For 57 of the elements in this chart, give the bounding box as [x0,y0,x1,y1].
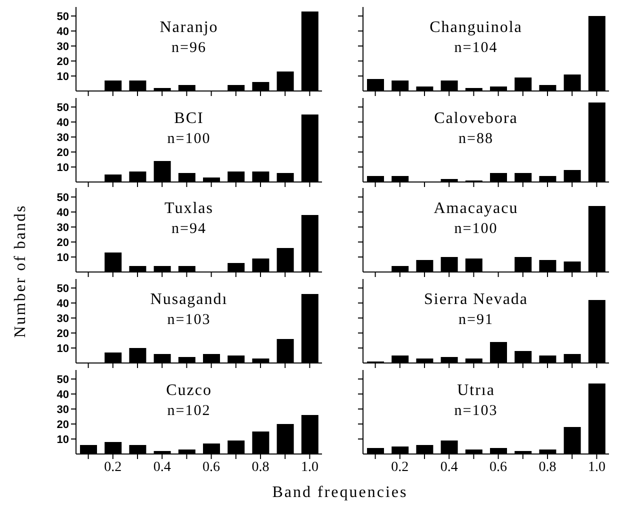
x-tick-label: 0.8 [252,460,270,475]
y-tick-label: 30 [56,132,69,144]
y-tick-label: 30 [56,40,69,53]
y-tick-label: 40 [56,207,69,220]
x-tick-label: 0.8 [538,460,556,475]
y-tick-label: 40 [56,298,69,310]
text: n=91 [458,312,494,330]
y-tick-label: 50 [56,374,69,386]
text: n=100 [166,130,212,148]
y-tick-label: 10 [56,252,69,264]
y-tick-label: 10 [56,162,69,174]
y-tick-label: 30 [56,404,69,416]
text: Tuxlas [164,200,214,218]
y-tick-label: 20 [56,328,69,340]
x-tick-label: 0.6 [202,460,220,475]
text: Amacayacu [432,200,520,218]
x-tick-label: 0.6 [490,460,508,475]
y-tick-label: 50 [56,283,69,295]
text: Calovebora [433,110,519,128]
text: Nusagandı [149,291,229,310]
x-axis-title: Band frequencies [271,484,409,502]
y-tick-label: 30 [56,313,69,325]
text: Utrıa [456,382,496,400]
y-tick-label: 20 [56,418,69,431]
y-tick-label: 10 [56,343,69,355]
y-axis-title: Number of bands [12,203,30,340]
text: n=103 [453,402,499,420]
text: BCI [173,110,205,128]
y-tick-label: 40 [56,26,69,38]
text: n=100 [453,221,499,238]
y-tick-label: 50 [56,102,69,114]
text: Cuzco [165,382,213,400]
y-tick-label: 20 [56,56,69,68]
y-tick-label: 20 [56,237,69,250]
x-tick-label: 0.2 [391,460,409,475]
x-tick-label: 0.4 [440,460,458,475]
text: n=102 [166,402,212,420]
text: n=88 [458,130,494,148]
y-tick-label: 30 [56,222,69,234]
x-tick-label: 0.4 [153,460,171,475]
text: Naranjo [158,19,220,37]
text: n=104 [453,40,499,57]
y-tick-label: 50 [56,10,69,23]
y-tick-label: 50 [56,192,69,204]
y-tick-label: 10 [56,70,69,83]
y-tick-label: 20 [56,146,69,159]
text: n=94 [170,221,208,238]
text: Sierra Nevada [422,291,530,310]
x-tick-label: 1.0 [588,460,606,475]
text: n=103 [166,312,212,330]
x-tick-label: 0.2 [104,460,122,475]
x-tick-label: 1.0 [300,460,318,475]
text: Changuinola [428,19,524,37]
text: n=96 [170,40,208,57]
y-tick-label: 40 [56,116,69,129]
y-tick-label: 10 [56,434,69,446]
y-tick-label: 40 [56,388,69,401]
